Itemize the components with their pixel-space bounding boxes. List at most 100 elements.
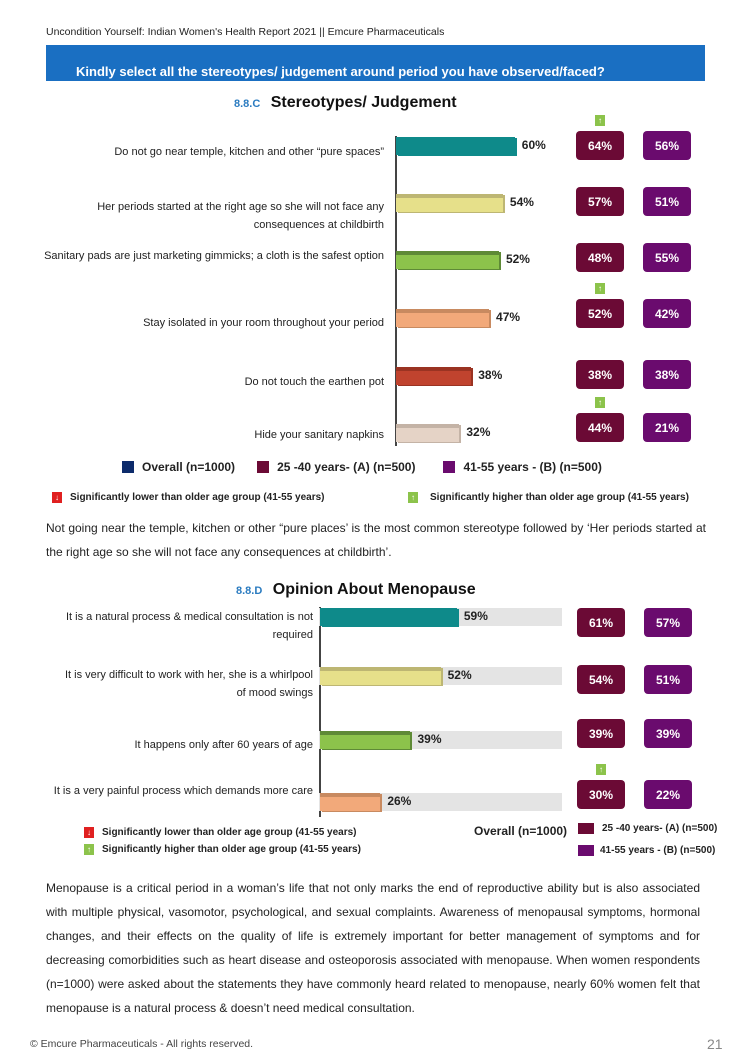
- chart1-heading: 8.8.C Stereotypes/ Judgement: [234, 94, 457, 112]
- arrow-up-icon: ↑: [595, 115, 605, 126]
- chart1-legend: Overall (n=1000) 25 -40 years- (A) (n=50…: [122, 460, 602, 474]
- paragraph-menopause: Menopause is a critical period in a woma…: [46, 881, 700, 1015]
- arrow-up-icon: ↑: [84, 844, 94, 855]
- badge-group-a: 57%: [576, 187, 624, 216]
- bar-bevel: [320, 667, 441, 671]
- category-label: It is a natural process & medical consul…: [65, 611, 313, 641]
- bar-overall: [396, 137, 515, 155]
- badge-group-a: 30%: [577, 780, 625, 809]
- chart-axis: [319, 607, 321, 817]
- legend-overall: Overall (n=1000): [142, 460, 236, 474]
- legend-swatch-group-a: [578, 823, 594, 834]
- chart1-note-higher: ↑ Significantly higher than older age gr…: [408, 492, 689, 503]
- badge-group-a: 39%: [577, 719, 625, 748]
- badge-group-b: 21%: [643, 413, 691, 442]
- chart2-note-lower: ↓ Significantly lower than older age gro…: [84, 827, 357, 838]
- chart2-note-higher: ↑ Significantly higher than older age gr…: [84, 844, 361, 855]
- bar-bevel: [396, 424, 460, 428]
- bar-overall: [320, 731, 411, 749]
- bar-value-label: 52%: [447, 668, 472, 682]
- bar-value-label: 59%: [463, 609, 488, 623]
- bar-bevel: [320, 793, 381, 797]
- badge-group-a: 44%: [576, 413, 624, 442]
- chart2-legend-group-b: 41-55 years - (B) (n=500): [578, 845, 715, 856]
- badge-group-b: 38%: [643, 360, 691, 389]
- bar-overall: [396, 424, 460, 442]
- badge-group-b: 57%: [644, 608, 692, 637]
- bar-overall: [396, 367, 472, 385]
- legend-swatch-group-a: [257, 461, 270, 473]
- note-lower-text: Significantly lower than older age group…: [70, 492, 325, 503]
- category-label: It happens only after 60 years of age: [134, 739, 313, 751]
- chart1-note-lower: ↓ Significantly lower than older age gro…: [52, 492, 325, 503]
- badge-group-b: 39%: [644, 719, 692, 748]
- chart2-heading: 8.8.D Opinion About Menopause: [236, 581, 476, 599]
- category-label: Her periods started at the right age so …: [97, 201, 384, 231]
- report-header: Uncondition Yourself: Indian Women's Hea…: [46, 26, 445, 38]
- category-label: Stay isolated in your room throughout yo…: [143, 317, 384, 329]
- note-higher-text: Significantly higher than older age grou…: [102, 844, 361, 855]
- chart1-section-number: 8.8.C: [234, 98, 261, 110]
- bar-overall: [396, 251, 499, 269]
- legend-overall: Overall (n=1000): [474, 824, 568, 838]
- arrow-up-icon: ↑: [595, 397, 605, 408]
- bar-value-label: 38%: [478, 368, 503, 382]
- category-label: It is a very painful process which deman…: [53, 785, 313, 797]
- category-label: It is very difficult to work with her, s…: [64, 669, 313, 699]
- chart2-title: Opinion About Menopause: [272, 581, 476, 598]
- bar-bevel: [396, 367, 472, 371]
- bar-bevel: [396, 194, 503, 198]
- category-label: Do not go near temple, kitchen and other…: [114, 146, 384, 158]
- legend-group-b: 41-55 years - (B) (n=500): [600, 845, 716, 856]
- category-label: Sanitary pads are just marketing gimmick…: [44, 250, 384, 262]
- bar-overall: [320, 793, 381, 811]
- bar-bevel: [396, 137, 515, 141]
- arrow-up-icon: ↑: [408, 492, 418, 503]
- category-label: Hide your sanitary napkins: [254, 429, 384, 441]
- badge-group-b: 56%: [643, 131, 691, 160]
- arrow-down-icon: ↓: [52, 492, 62, 503]
- bar-value-label: 60%: [521, 138, 546, 152]
- arrow-up-icon: ↑: [595, 283, 605, 294]
- badge-group-b: 51%: [644, 665, 692, 694]
- bar-value-label: 52%: [505, 252, 530, 266]
- category-label: Do not touch the earthen pot: [244, 376, 384, 388]
- chart-axis: [395, 136, 397, 446]
- bar-bevel: [320, 608, 457, 612]
- bar-bevel: [320, 731, 411, 735]
- badge-group-b: 51%: [643, 187, 691, 216]
- bar-overall: [396, 309, 490, 327]
- legend-swatch-overall: [122, 461, 134, 473]
- bar-bevel: [396, 251, 499, 255]
- page-number: 21: [707, 1036, 723, 1052]
- badge-group-a: 38%: [576, 360, 624, 389]
- chart1-title: Stereotypes/ Judgement: [270, 94, 457, 111]
- legend-swatch-group-b: [443, 461, 456, 473]
- bar-overall: [320, 608, 457, 626]
- badge-group-b: 55%: [643, 243, 691, 272]
- bar-value-label: 26%: [387, 794, 412, 808]
- legend-group-b: 41-55 years - (B) (n=500): [463, 460, 602, 474]
- bar-value-label: 32%: [466, 425, 491, 439]
- bar-overall: [320, 667, 441, 685]
- footer-copyright: © Emcure Pharmaceuticals - All rights re…: [30, 1038, 254, 1050]
- bar-value-label: 54%: [509, 195, 534, 209]
- paragraph-stereotypes: Not going near the temple, kitchen or ot…: [46, 521, 706, 559]
- legend-swatch-group-b: [578, 845, 594, 856]
- badge-group-a: 64%: [576, 131, 624, 160]
- chart2-legend-group-a: 25 -40 years- (A) (n=500): [578, 823, 717, 834]
- badge-group-b: 22%: [644, 780, 692, 809]
- legend-group-a: 25 -40 years- (A) (n=500): [277, 460, 416, 474]
- badge-group-a: 52%: [576, 299, 624, 328]
- question-banner: [46, 45, 705, 81]
- bar-value-label: 39%: [417, 732, 442, 746]
- badge-group-a: 48%: [576, 243, 624, 272]
- arrow-up-icon: ↑: [596, 764, 606, 775]
- bar-value-label: 47%: [496, 310, 521, 324]
- badge-group-a: 54%: [577, 665, 625, 694]
- bar-overall: [396, 194, 503, 212]
- bar-bevel: [396, 309, 490, 313]
- legend-group-a: 25 -40 years- (A) (n=500): [602, 823, 718, 834]
- note-lower-text: Significantly lower than older age group…: [102, 827, 357, 838]
- arrow-down-icon: ↓: [84, 827, 94, 838]
